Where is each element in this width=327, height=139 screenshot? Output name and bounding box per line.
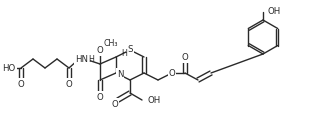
Text: O: O [18,80,25,89]
Text: N: N [117,70,123,79]
Text: O: O [96,92,103,101]
Text: HN: HN [76,54,89,64]
Text: H: H [121,49,127,58]
Text: OH: OH [147,95,160,105]
Text: CH₃: CH₃ [103,39,117,48]
Text: H: H [88,54,94,64]
Text: O: O [96,45,103,54]
Text: O: O [169,69,175,78]
Text: OH: OH [267,7,280,16]
Text: O: O [66,80,72,89]
Text: O: O [181,53,188,61]
Text: O: O [112,100,118,109]
Text: HO: HO [2,64,16,73]
Text: S: S [127,44,133,54]
